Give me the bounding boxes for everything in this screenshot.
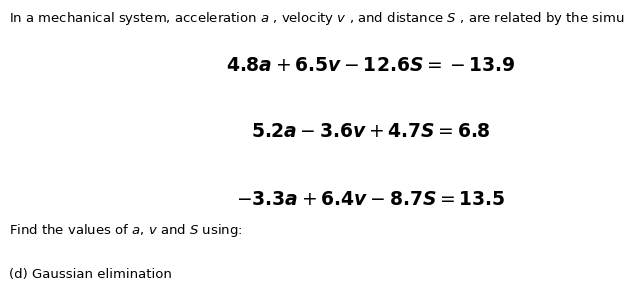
Text: $\mathbf{5.2}\boldsymbol{a} - \mathbf{3.6}\boldsymbol{v} + \mathbf{4.7}\boldsymb: $\mathbf{5.2}\boldsymbol{a} - \mathbf{3.… <box>251 123 491 141</box>
Text: (d) Gaussian elimination: (d) Gaussian elimination <box>9 268 172 281</box>
Text: In a mechanical system, acceleration $a$ , velocity $v$ , and distance $S$ , are: In a mechanical system, acceleration $a$… <box>9 10 624 27</box>
Text: Find the values of $a$, $v$ and $S$ using:: Find the values of $a$, $v$ and $S$ usin… <box>9 222 242 239</box>
Text: $\mathbf{4.8}\boldsymbol{a} + \mathbf{6.5}\boldsymbol{v} - \mathbf{12.6}\boldsym: $\mathbf{4.8}\boldsymbol{a} + \mathbf{6.… <box>227 57 516 75</box>
Text: $-\mathbf{3.3}\boldsymbol{a} + \mathbf{6.4}\boldsymbol{v} - \mathbf{8.7}\boldsym: $-\mathbf{3.3}\boldsymbol{a} + \mathbf{6… <box>236 191 506 209</box>
